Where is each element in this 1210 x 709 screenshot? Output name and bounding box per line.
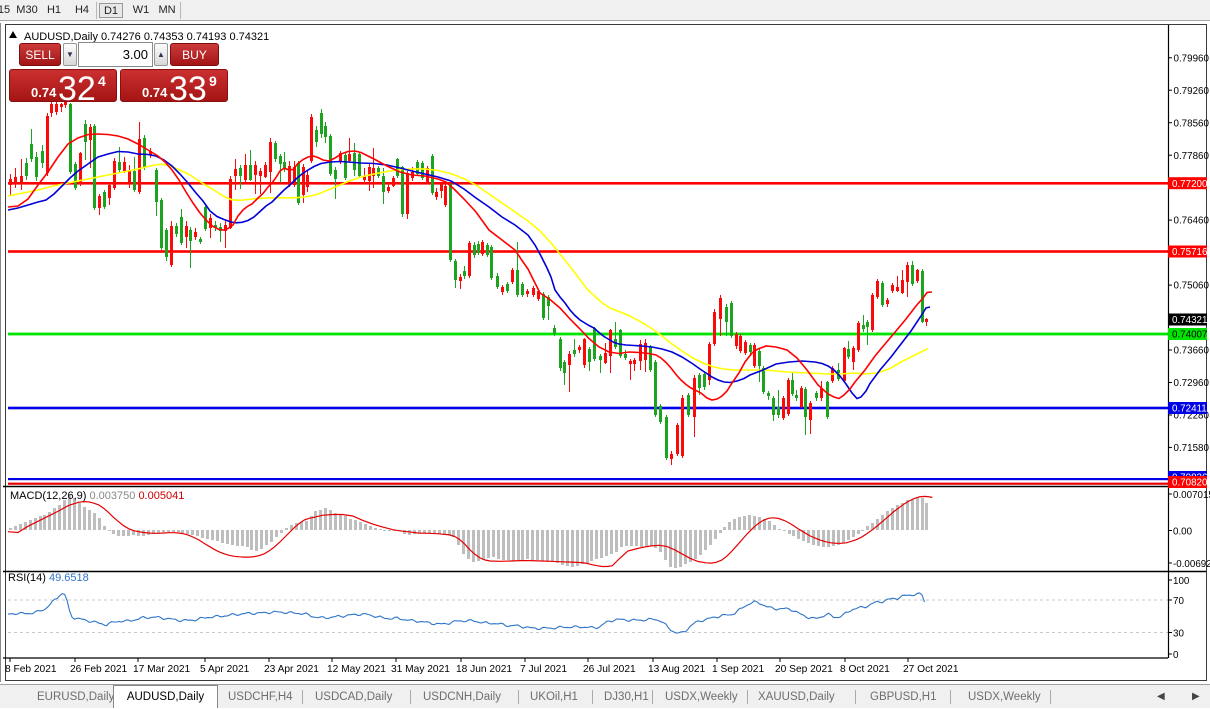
svg-text:MACD(12,26,9) 0.003750 0.00504: MACD(12,26,9) 0.003750 0.005041 [10,490,184,502]
svg-text:8 Feb 2021: 8 Feb 2021 [5,664,57,675]
svg-text:27 Oct 2021: 27 Oct 2021 [903,664,959,675]
svg-text:20 Sep 2021: 20 Sep 2021 [775,664,833,675]
svg-text:0.77200: 0.77200 [1172,179,1208,190]
svg-text:RSI(14) 49.6518: RSI(14) 49.6518 [8,572,89,584]
svg-text:0.75716: 0.75716 [1172,247,1208,258]
svg-text:13 Aug 2021: 13 Aug 2021 [648,664,706,675]
svg-text:31 May 2021: 31 May 2021 [391,664,450,675]
svg-text:70: 70 [1173,596,1184,607]
svg-text:0.76460: 0.76460 [1174,216,1210,227]
svg-text:0.75060: 0.75060 [1174,281,1210,292]
svg-text:7 Jul 2021: 7 Jul 2021 [520,664,567,675]
svg-text:30: 30 [1173,628,1184,639]
svg-text:8 Oct 2021: 8 Oct 2021 [840,664,890,675]
svg-text:0.72411: 0.72411 [1172,404,1207,415]
svg-text:0.00: 0.00 [1173,526,1193,537]
svg-text:0.72960: 0.72960 [1174,378,1210,389]
svg-text:1 Sep 2021: 1 Sep 2021 [712,664,764,675]
svg-text:0.78560: 0.78560 [1174,118,1210,129]
svg-text:0.73660: 0.73660 [1174,346,1210,357]
svg-text:0.79260: 0.79260 [1174,86,1210,97]
svg-text:0.71580: 0.71580 [1174,443,1210,454]
svg-text:0.70820: 0.70820 [1172,478,1208,489]
svg-text:0.77860: 0.77860 [1174,151,1210,162]
svg-text:0.007015: 0.007015 [1173,490,1210,501]
svg-text:12 May 2021: 12 May 2021 [327,664,386,675]
svg-text:18 Jun 2021: 18 Jun 2021 [456,664,512,675]
svg-text:0.74007: 0.74007 [1172,330,1207,341]
svg-text:26 Feb 2021: 26 Feb 2021 [70,664,128,675]
svg-text:AUDUSD,Daily 0.74276 0.74353: AUDUSD,Daily 0.74276 0.74353 0.74193 0.7… [24,31,269,43]
svg-text:5 Apr 2021: 5 Apr 2021 [200,664,250,675]
svg-text:0: 0 [1173,650,1179,661]
svg-text:26 Jul 2021: 26 Jul 2021 [583,664,636,675]
svg-text:17 Mar 2021: 17 Mar 2021 [133,664,191,675]
svg-text:0.79960: 0.79960 [1174,53,1210,64]
svg-text:100: 100 [1173,576,1190,587]
svg-text:-0.006923: -0.006923 [1173,559,1210,570]
svg-text:23 Apr 2021: 23 Apr 2021 [264,664,319,675]
svg-text:0.74321: 0.74321 [1172,315,1207,326]
svg-text:0.72280: 0.72280 [1174,411,1210,422]
